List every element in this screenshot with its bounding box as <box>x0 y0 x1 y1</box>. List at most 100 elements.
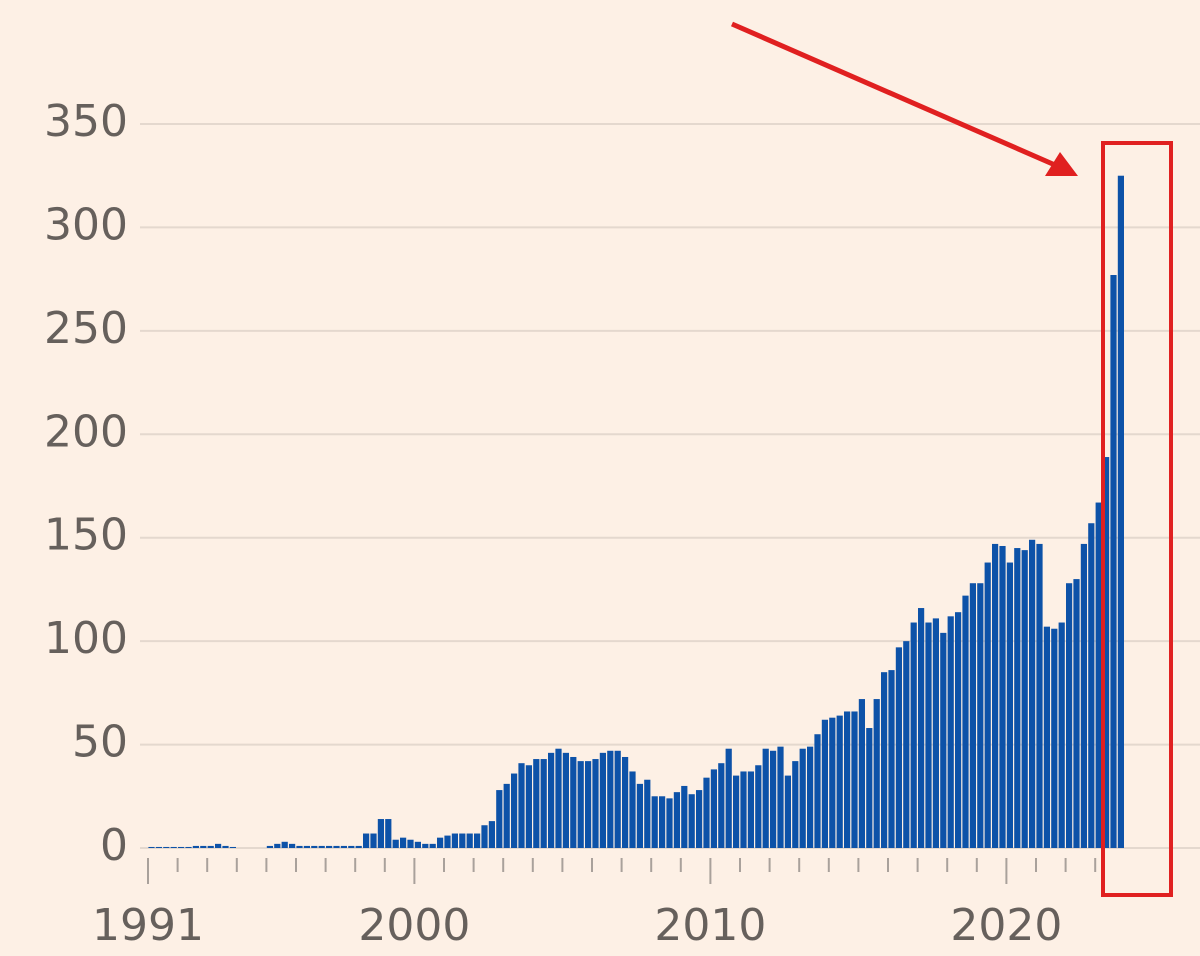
bar <box>311 845 318 848</box>
bar <box>533 759 540 848</box>
bar <box>200 845 207 848</box>
y-tick-label: 350 <box>44 96 128 147</box>
bar <box>444 835 451 848</box>
bar <box>762 748 769 848</box>
bar <box>673 792 680 848</box>
bar <box>340 845 347 848</box>
bar <box>422 843 429 848</box>
bar <box>1103 457 1110 848</box>
bar <box>962 595 969 848</box>
bar <box>496 790 503 848</box>
bar <box>215 843 222 848</box>
bar <box>207 845 214 848</box>
bar <box>969 583 976 848</box>
bar <box>910 622 917 848</box>
bar <box>289 843 296 848</box>
bar <box>459 833 466 848</box>
bar <box>710 769 717 848</box>
bar <box>992 543 999 848</box>
bar <box>503 783 510 848</box>
bar <box>792 761 799 848</box>
bar <box>836 715 843 848</box>
bar <box>873 699 880 848</box>
bar <box>400 837 407 848</box>
bar <box>1021 550 1028 848</box>
bar <box>659 796 666 848</box>
bar <box>377 819 384 848</box>
y-tick-label: 0 <box>100 820 128 871</box>
y-tick-label: 300 <box>44 199 128 250</box>
bar <box>474 833 481 848</box>
bar <box>940 632 947 848</box>
bar <box>925 622 932 848</box>
y-tick-label: 200 <box>44 406 128 457</box>
bar <box>599 752 606 848</box>
bar <box>1066 583 1073 848</box>
bar <box>548 752 555 848</box>
bar <box>851 711 858 848</box>
bar <box>1073 579 1080 848</box>
plot-area: 0 50 100 150 200 250 300 350 1991 2000 2010 2020 <box>44 96 1200 951</box>
bar <box>407 839 414 848</box>
bar <box>740 771 747 848</box>
bar <box>947 616 954 848</box>
x-tick-label: 2000 <box>358 900 470 951</box>
annotation-arrow <box>730 21 1057 168</box>
bar <box>688 794 695 848</box>
bar <box>1088 523 1095 848</box>
bar <box>636 783 643 848</box>
y-tick-label: 100 <box>44 613 128 664</box>
bar <box>807 746 814 848</box>
arrow-head <box>1045 152 1078 176</box>
bar <box>540 759 547 848</box>
bar <box>866 728 873 848</box>
bar <box>585 761 592 848</box>
bar <box>222 845 229 848</box>
bar <box>429 843 436 848</box>
x-tick-label: 2020 <box>950 900 1062 951</box>
bar <box>370 833 377 848</box>
bar <box>1058 622 1065 848</box>
bar <box>932 618 939 848</box>
y-tick-label: 150 <box>44 510 128 561</box>
bar <box>858 699 865 848</box>
bar <box>451 833 458 848</box>
bar <box>733 775 740 848</box>
bar <box>903 641 910 848</box>
bar <box>644 779 651 848</box>
bar <box>281 841 288 848</box>
y-tick-label: 250 <box>44 303 128 354</box>
bar <box>318 845 325 848</box>
bar <box>622 756 629 848</box>
bar <box>821 719 828 848</box>
bar <box>614 750 621 848</box>
bar <box>355 845 362 848</box>
bar <box>881 672 888 848</box>
bar <box>651 796 658 848</box>
bar <box>592 759 599 848</box>
bar <box>955 612 962 848</box>
bar <box>1006 562 1013 848</box>
bar <box>577 761 584 848</box>
bar <box>1036 543 1043 848</box>
bar <box>1110 275 1117 848</box>
bar <box>718 763 725 848</box>
bar <box>570 756 577 848</box>
bar <box>148 846 155 848</box>
bar <box>799 748 806 848</box>
x-tick-label: 1991 <box>92 900 204 951</box>
bar <box>1095 502 1102 848</box>
bar <box>1080 543 1087 848</box>
bar <box>696 790 703 848</box>
bar <box>363 833 370 848</box>
bar <box>777 746 784 848</box>
bar <box>1043 626 1050 848</box>
bar <box>784 775 791 848</box>
bar <box>562 752 569 848</box>
bar <box>747 771 754 848</box>
bar <box>918 608 925 848</box>
bar <box>1117 175 1124 848</box>
bar <box>607 750 614 848</box>
